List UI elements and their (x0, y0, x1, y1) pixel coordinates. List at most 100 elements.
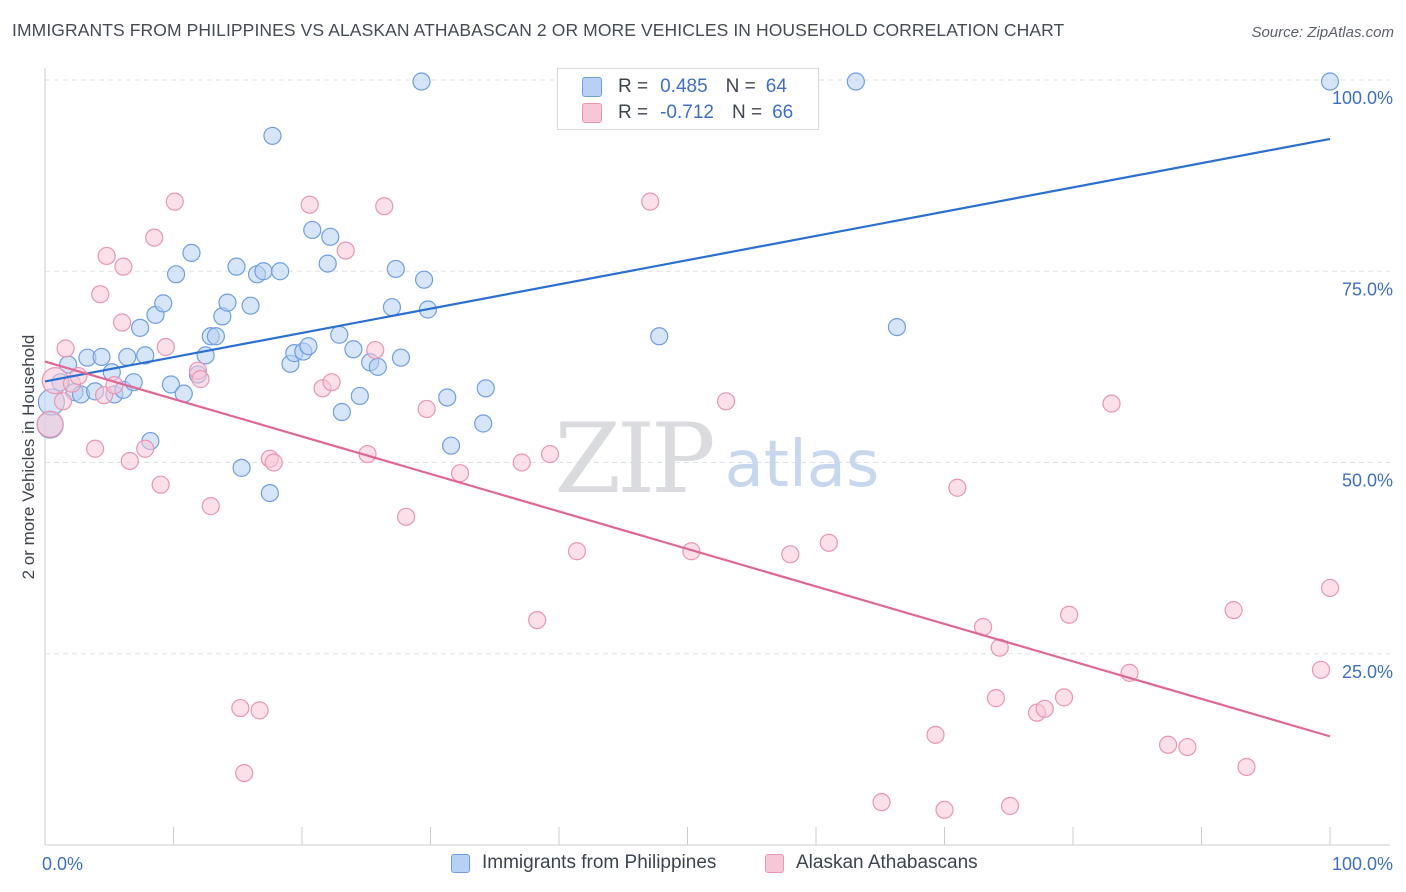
data-point (375, 197, 394, 216)
legend-item-athabascans[interactable]: Alaskan Athabascans (765, 852, 978, 874)
legend-item-philippines[interactable]: Immigrants from Philippines (451, 852, 716, 874)
data-point (819, 533, 838, 552)
data-point (130, 318, 150, 337)
data-point (112, 313, 132, 332)
trend-line-philippines (44, 137, 1331, 383)
data-point (330, 325, 349, 344)
data-point (512, 453, 531, 472)
data-point (161, 375, 181, 394)
stats-row-athabascans: R = -0.712 N = 66 (582, 100, 793, 126)
data-point (118, 347, 137, 367)
data-point (366, 340, 385, 360)
r-label: R = (618, 102, 649, 123)
data-point (382, 298, 402, 317)
data-point (528, 610, 547, 630)
n-label: N = (725, 76, 756, 97)
data-point (438, 388, 457, 407)
data-point (136, 439, 155, 458)
data-point (145, 228, 164, 247)
data-point (235, 763, 254, 783)
data-point (450, 464, 470, 483)
y-tick-label: 50.0% (1342, 471, 1393, 491)
data-point (1224, 601, 1243, 620)
data-point (1000, 796, 1020, 816)
data-point (386, 259, 405, 279)
data-point (227, 257, 246, 276)
data-point (650, 327, 669, 346)
data-point (935, 800, 954, 819)
n-label: N = (731, 102, 763, 123)
legend-swatch-athabascans (765, 853, 784, 873)
legend-label-athabascans: Alaskan Athabascans (796, 852, 978, 873)
data-point (476, 379, 495, 398)
data-point (165, 192, 184, 211)
data-point (56, 339, 75, 358)
x-tick-label: 100.0% (1332, 854, 1393, 874)
data-point (641, 192, 660, 211)
data-point (1158, 735, 1178, 754)
legend-label-philippines: Immigrants from Philippines (482, 852, 717, 873)
data-point (303, 220, 322, 240)
data-point (350, 386, 369, 406)
data-point (182, 243, 201, 262)
data-point (271, 262, 290, 281)
data-point (1320, 72, 1340, 91)
data-point (299, 337, 318, 356)
data-point (92, 347, 111, 367)
data-point (846, 72, 865, 91)
data-point (241, 296, 260, 315)
data-point (887, 317, 907, 337)
stats-row-philippines: R = 0.485 N = 64 (582, 74, 787, 100)
y-tick-label: 25.0% (1342, 662, 1393, 682)
data-point (332, 402, 351, 422)
data-point (53, 392, 73, 411)
y-axis-label: 2 or more Vehicles in Household (19, 335, 38, 580)
data-point (97, 246, 116, 266)
y-tick-label: 100.0% (1332, 88, 1393, 108)
trend-lines (44, 137, 1331, 738)
axes (44, 68, 1390, 846)
data-point (300, 195, 319, 214)
tick-labels: 25.0% 50.0% 75.0% 100.0% 0.0% 100.0% (42, 88, 1393, 874)
data-point (1035, 699, 1054, 718)
data-point (86, 439, 105, 458)
data-point (232, 458, 251, 477)
data-point (36, 410, 64, 438)
n-value: 64 (765, 76, 787, 97)
data-point (540, 444, 560, 464)
y-tick-label: 75.0% (1342, 279, 1393, 299)
r-value: -0.712 (660, 102, 714, 123)
data-point (201, 497, 220, 516)
data-point (322, 373, 341, 392)
data-point (926, 725, 945, 744)
series-legend: Immigrants from Philippines Alaskan Atha… (0, 852, 1406, 878)
data-point (986, 689, 1006, 708)
data-point (120, 451, 139, 471)
data-point (1237, 757, 1256, 777)
data-point (414, 270, 434, 289)
data-point (1311, 660, 1331, 679)
source-label: Source: ZipAtlas.com (1251, 24, 1394, 41)
data-point (264, 453, 283, 472)
watermark-atlas: atlas (725, 428, 880, 502)
data-point (567, 542, 587, 561)
data-point (250, 701, 269, 720)
data-points (36, 72, 1340, 819)
series-athabascans (36, 192, 1340, 819)
data-point (151, 475, 170, 494)
data-point (136, 346, 155, 365)
x-tick-label: 0.0% (42, 854, 83, 874)
data-point (682, 542, 701, 561)
data-point (206, 327, 226, 346)
data-point (1102, 394, 1121, 413)
data-point (156, 337, 175, 357)
data-point (396, 507, 416, 526)
data-point (441, 436, 461, 455)
data-point (417, 399, 436, 419)
data-point (872, 793, 891, 812)
r-label: R = (618, 76, 649, 97)
stats-legend: R = 0.485 N = 64 R = -0.712 N = 66 (557, 68, 819, 130)
data-point (91, 285, 110, 304)
swatch-athabascans (582, 103, 602, 123)
